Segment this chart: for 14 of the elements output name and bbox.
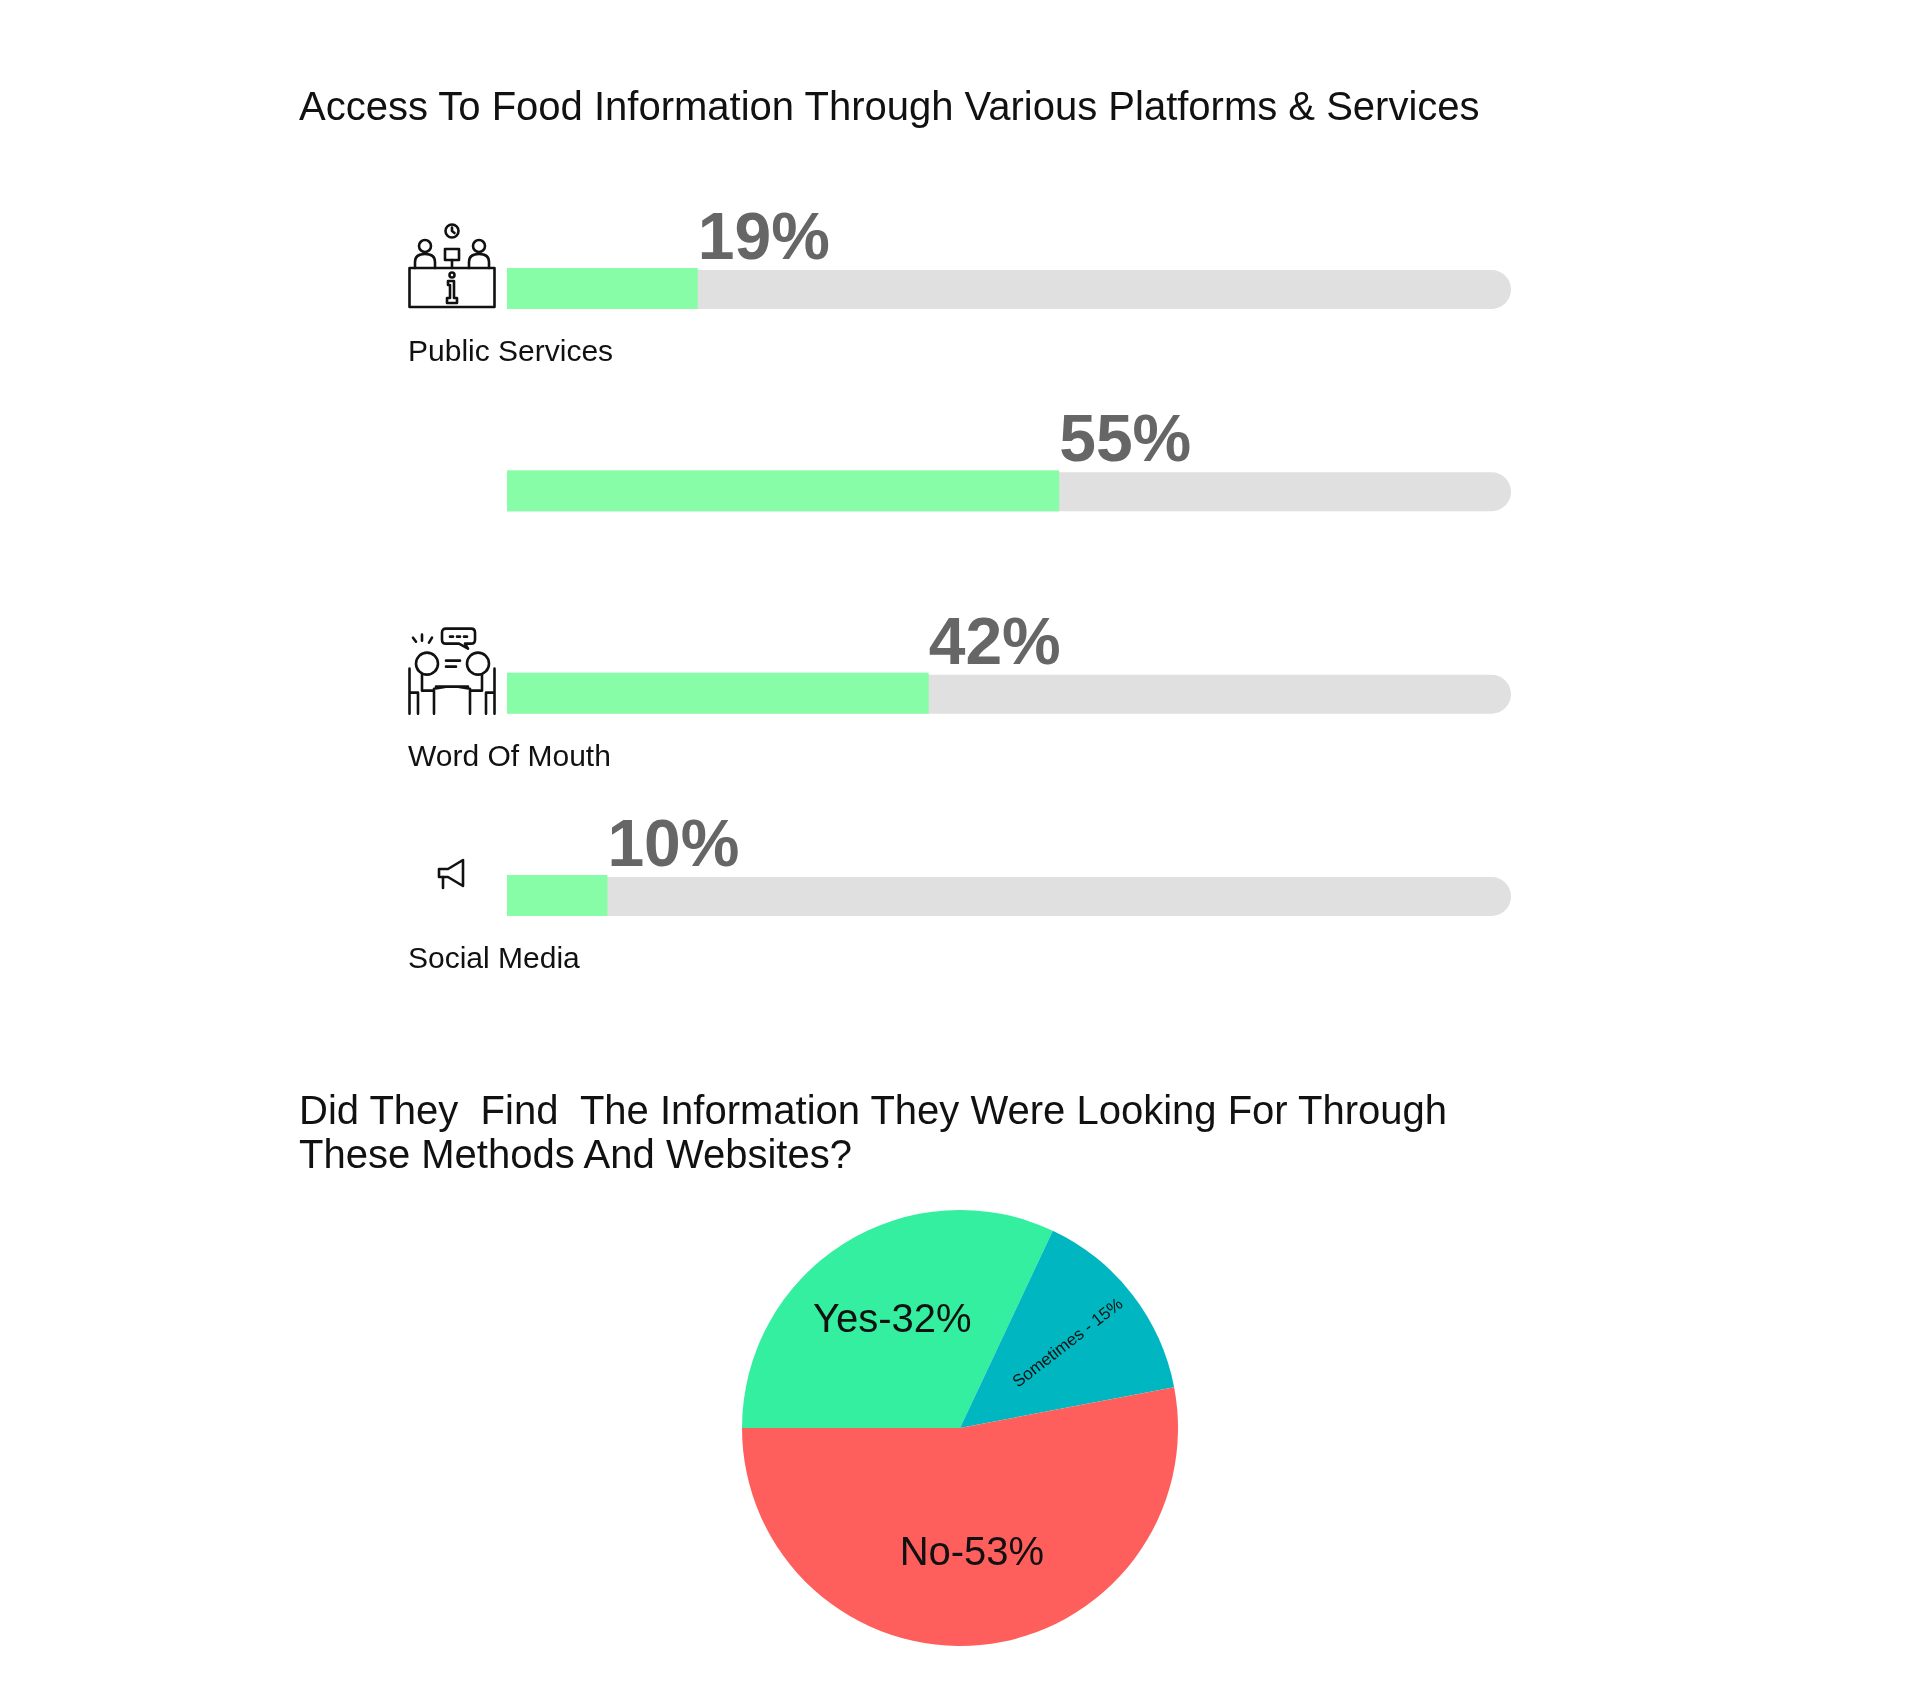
category-label: Public Services [408,334,614,367]
slice-label: No-53% [899,1528,1045,1573]
chart-title: Access To Food Information Through Various Platforms & Services [299,84,1480,128]
data-label: 42% [928,603,1061,678]
data-label: 10% [607,806,740,880]
bar [507,268,698,309]
category-label: Social Media [408,941,580,974]
bar [507,875,608,916]
chart-title: Did They Find The Information They Were Looking For Through These Methods And Websites? [299,1088,1448,1176]
data-label: 19% [697,199,830,273]
category-label: Word Of Mouth [408,738,611,772]
data-label: 55% [1059,401,1192,476]
slice-label: Yes-32% [812,1295,972,1340]
pie-slice [742,1387,1178,1646]
